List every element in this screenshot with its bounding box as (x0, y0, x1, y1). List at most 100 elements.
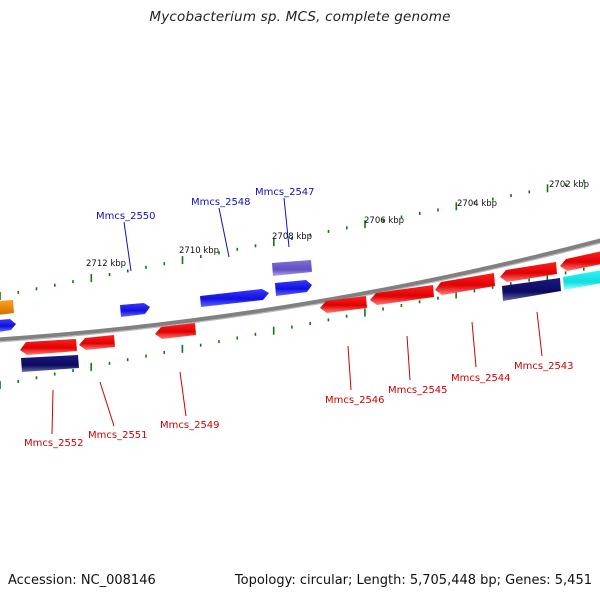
gene-mmcs-2543-navy[interactable] (502, 278, 561, 301)
gene-label-mmcs-2546: Mmcs_2546 (325, 395, 385, 406)
gene-label-mmcs-2550: Mmcs_2550 (96, 211, 156, 222)
scale-minor-tick (72, 280, 74, 284)
gene-mmcs-2544[interactable] (435, 273, 495, 295)
scale-minor-tick (309, 322, 311, 325)
gene-mmcs-2551[interactable] (79, 335, 115, 350)
scale-minor-tick (108, 273, 111, 276)
scale-minor-tick (163, 350, 165, 354)
scale-minor-tick (437, 208, 439, 212)
gene-edge-blue-left[interactable] (0, 319, 16, 332)
scale-major-tick (364, 308, 366, 317)
scale-minor-tick (491, 285, 494, 289)
scale-major-tick (364, 220, 366, 229)
scale-minor-tick (510, 282, 512, 286)
scale-minor-tick (291, 237, 293, 241)
scale-minor-tick (510, 194, 512, 197)
scale-minor-tick (473, 201, 476, 205)
scale-major-tick (546, 272, 549, 281)
scale-minor-tick (145, 265, 147, 269)
scale-label-2704: 2704 kbp (457, 199, 497, 209)
scale-major-tick (0, 381, 1, 389)
scale-minor-tick (254, 332, 257, 336)
scale-minor-tick (418, 300, 421, 304)
gene-mmcs-2545[interactable] (370, 285, 434, 305)
scale-minor-tick (200, 255, 202, 258)
scale-major-tick (455, 290, 457, 299)
gene-label-mmcs-2543: Mmcs_2543 (514, 361, 574, 372)
scale-minor-tick (400, 215, 403, 219)
scale-minor-tick (309, 233, 312, 237)
scale-minor-tick (400, 303, 403, 307)
scale-minor-tick (218, 340, 220, 344)
gene-label-mmcs-2545: Mmcs_2545 (388, 385, 448, 396)
scale-minor-tick (236, 247, 239, 251)
scale-minor-tick (127, 269, 129, 273)
genome-summary-text: Topology: circular; Length: 5,705,448 bp… (234, 573, 592, 588)
gene-mmcs-2548[interactable] (200, 289, 269, 307)
scale-minor-tick (327, 318, 330, 322)
gene-mmcs-2547[interactable] (272, 260, 312, 276)
scale-label-2708: 2708 kbp (272, 232, 312, 242)
scale-minor-tick (345, 314, 348, 318)
gene-label-mmcs-2551: Mmcs_2551 (88, 430, 148, 441)
gene-edge-cyan-right[interactable] (563, 270, 600, 290)
scale-major-tick (0, 292, 1, 300)
gene-mmcs-2552[interactable] (20, 339, 77, 355)
scale-minor-tick (53, 372, 56, 376)
gene-label-mmcs-2544: Mmcs_2544 (451, 373, 511, 384)
gene-label-mmcs-2547: Mmcs_2547 (255, 187, 315, 198)
scale-label-2706: 2706 kbp (364, 216, 404, 226)
scale-minor-tick (437, 296, 439, 300)
scale-major-tick (546, 184, 549, 193)
scale-label-2702: 2702 kbp (549, 180, 589, 190)
scale-minor-tick (254, 244, 257, 248)
scale-minor-tick (382, 219, 385, 223)
gene-edge-red-right[interactable] (560, 251, 600, 271)
scale-label-2712: 2712 kbp (86, 259, 126, 269)
scale-minor-tick (583, 179, 585, 183)
scale-major-tick (90, 362, 92, 371)
scale-minor-tick (163, 262, 166, 266)
scale-minor-tick (346, 226, 348, 230)
genome-backbone-shadow (0, 242, 600, 343)
scale-minor-tick (17, 379, 19, 383)
scale-minor-tick (528, 278, 530, 282)
genome-backbone (0, 238, 600, 342)
gene-mmcs-2552-navy[interactable] (21, 355, 79, 372)
scale-minor-tick (564, 271, 567, 275)
scale-minor-tick (565, 183, 567, 187)
scale-minor-tick (291, 325, 293, 329)
lower-scale-ticks (0, 267, 585, 389)
scale-minor-tick (382, 307, 384, 311)
scale-minor-tick (54, 283, 56, 287)
scale-minor-tick (108, 361, 111, 365)
scale-minor-tick (35, 376, 38, 380)
gene-edge-orange-left[interactable] (0, 300, 14, 315)
scale-minor-tick (17, 290, 20, 294)
gene-mmcs-2543[interactable] (500, 262, 557, 282)
scale-minor-tick (473, 289, 476, 293)
scale-major-tick (181, 256, 184, 265)
gene-mmcs-2546[interactable] (320, 296, 367, 313)
scale-minor-tick (419, 211, 421, 215)
gene-leader-lines (51, 197, 543, 435)
scale-major-tick (273, 238, 275, 247)
scale-major-tick (455, 202, 458, 211)
upper-scale-ticks (0, 179, 585, 300)
scale-minor-tick (218, 251, 220, 255)
gene-mmcs-2547b[interactable] (275, 280, 312, 296)
gene-label-mmcs-2549: Mmcs_2549 (160, 420, 220, 431)
scale-minor-tick (126, 358, 129, 362)
scale-minor-tick (236, 336, 238, 340)
scale-major-tick (272, 326, 275, 335)
scale-major-tick (90, 274, 93, 283)
scale-label-2710: 2710 kbp (179, 246, 219, 256)
scale-minor-tick (145, 354, 147, 358)
gene-label-mmcs-2552: Mmcs_2552 (24, 438, 84, 449)
scale-minor-tick (583, 267, 585, 271)
scale-minor-tick (327, 229, 330, 233)
gene-mmcs-2549[interactable] (155, 323, 196, 339)
gene-mmcs-2550[interactable] (120, 303, 150, 317)
map-title: Mycobacterium sp. MCS, complete genome (149, 9, 451, 25)
